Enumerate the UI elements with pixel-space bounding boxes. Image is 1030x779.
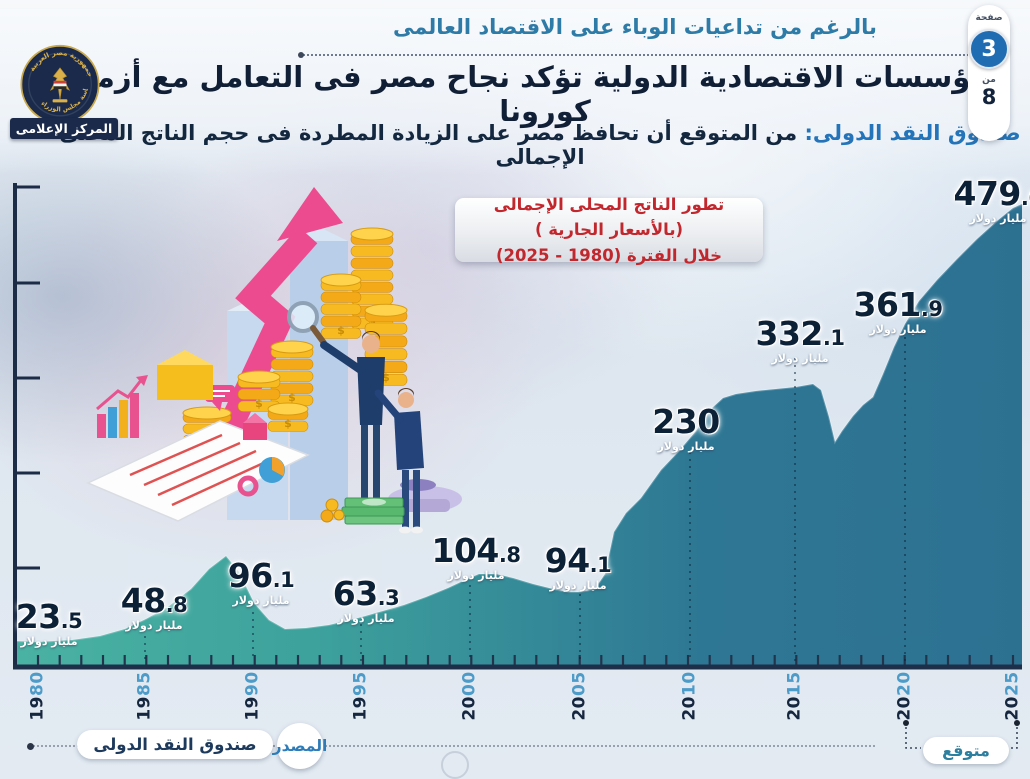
data-unit: مليار دولار (549, 579, 607, 592)
government-logo: جمهورية مصر العربية رئاسة مجلس الوزراء ا… (10, 44, 118, 146)
data-unit: مليار دولار (771, 352, 829, 365)
axis-year-2000: 2000 (460, 671, 480, 721)
axis-year-1990: 1990 (243, 671, 263, 721)
data-value: 63.3 (332, 574, 400, 613)
svg-text:$: $ (255, 397, 263, 410)
chart-title-line2: خلال الفترة (1980 - 2025) (496, 245, 722, 265)
data-unit: مليار دولار (232, 594, 290, 607)
divider-dot-left (298, 52, 304, 58)
axis-year-2010: 2010 (680, 671, 700, 721)
data-unit: مليار دولار (337, 612, 395, 625)
axis-year-1985: 1985 (135, 671, 155, 721)
eagle-icon (49, 67, 71, 103)
subtitle-rest: من المتوقع أن تحافظ مصر على الزيادة المط… (59, 121, 805, 169)
page-indicator: صفحة 3 من 8 (968, 5, 1010, 141)
axis-year-2005: 2005 (570, 671, 590, 721)
page-of-word: من (982, 75, 996, 85)
data-value: 94.1 (544, 541, 612, 580)
data-label-1995: 63.3 مليار دولار (333, 577, 400, 624)
svg-text:$: $ (382, 371, 390, 384)
page-number-badge: 3 (969, 29, 1009, 69)
data-value: 332.1 (755, 314, 845, 353)
svg-text:$: $ (337, 324, 345, 337)
page-total: 8 (981, 85, 997, 109)
data-label-1990: 96.1 مليار دولار (228, 559, 295, 606)
data-value: 479.6 (953, 174, 1030, 213)
svg-text:$: $ (284, 417, 292, 430)
data-unit: مليار دولار (969, 212, 1027, 225)
source-dotted-line (27, 743, 875, 750)
data-unit: مليار دولار (20, 635, 78, 648)
chart-title-box: تطور الناتج المحلى الإجمالى (بالأسعار ال… (455, 195, 763, 265)
axis-year-2015: 2015 (785, 671, 805, 721)
source-word-badge: المصدر (273, 723, 327, 769)
forecast-label-pill: متوقع (923, 737, 1009, 764)
data-unit: مليار دولار (447, 569, 505, 582)
data-unit: مليار دولار (125, 619, 183, 632)
data-value: 104.8 (431, 531, 521, 570)
svg-text:$: $ (368, 314, 376, 327)
data-value: 361.9 (853, 285, 943, 324)
data-label-2015: 332.1 مليار دولار (756, 317, 845, 364)
data-label-1985: 48.8 مليار دولار (121, 584, 188, 631)
source-value-pill: صندوق النقد الدولى (77, 730, 273, 759)
axis-year-1980: 1980 (28, 671, 48, 721)
magnifier-icon (287, 301, 327, 346)
data-value: 230 (652, 402, 720, 441)
logo-emblem-icon: جمهورية مصر العربية رئاسة مجلس الوزراء (14, 44, 100, 125)
axis-year-2025: 2025 (1003, 671, 1023, 721)
gold-box-icon (157, 350, 213, 400)
speech-bubble-icon (205, 385, 235, 411)
data-value: 48.8 (120, 581, 188, 620)
data-label-2025: 479.6مليار دولار (954, 177, 1030, 224)
data-label-2005: 94.1 مليار دولار (545, 544, 612, 591)
pink-cube-icon (243, 413, 267, 440)
data-label-2010: 230 مليار دولار (652, 402, 720, 453)
mini-bar-chart-icon (96, 375, 148, 438)
header-divider (298, 52, 978, 58)
data-label-2020: 361.9 مليار دولار (854, 288, 943, 335)
coin-stacks-icon: $ $ $ $ $ $ $ (182, 227, 408, 456)
data-label-2000: 104.8 مليار دولار (432, 534, 521, 581)
data-value: 96.1 (227, 556, 295, 595)
data-label-1980: 23.5 مليار دولار (16, 600, 83, 647)
growth-arrow-icon (198, 187, 343, 476)
header-background (0, 0, 1030, 175)
header-topline: بالرغم من تداعيات الوباء على الاقتصاد ال… (393, 15, 877, 39)
axis-year-2020: 2020 (895, 671, 915, 721)
subtitle: صندوق النقد الدولى: من المتوقع أن تحافظ … (50, 121, 1030, 169)
svg-text:$: $ (203, 441, 211, 454)
report-document-icon (86, 420, 310, 522)
svg-text:$: $ (288, 391, 296, 404)
chart-title-line1: تطور الناتج المحلى الإجمالى (بالأسعار ال… (493, 194, 725, 240)
businessman-pointing (374, 388, 462, 534)
axis-year-1995: 1995 (351, 671, 371, 721)
banknotes-icon (320, 497, 405, 525)
data-unit: مليار دولار (869, 323, 927, 336)
businessman-magnifier (320, 331, 385, 517)
bar-column-icon (227, 227, 348, 520)
data-value: 23.5 (15, 597, 83, 636)
logo-banner: المركز الإعلامى (10, 118, 118, 139)
data-unit: مليار دولار (657, 440, 715, 453)
source-line-dot (27, 743, 34, 750)
page-word: صفحة (975, 13, 1003, 23)
page-title: المؤسسات الاقتصادية الدولية تؤكد نجاح مص… (79, 60, 1011, 128)
